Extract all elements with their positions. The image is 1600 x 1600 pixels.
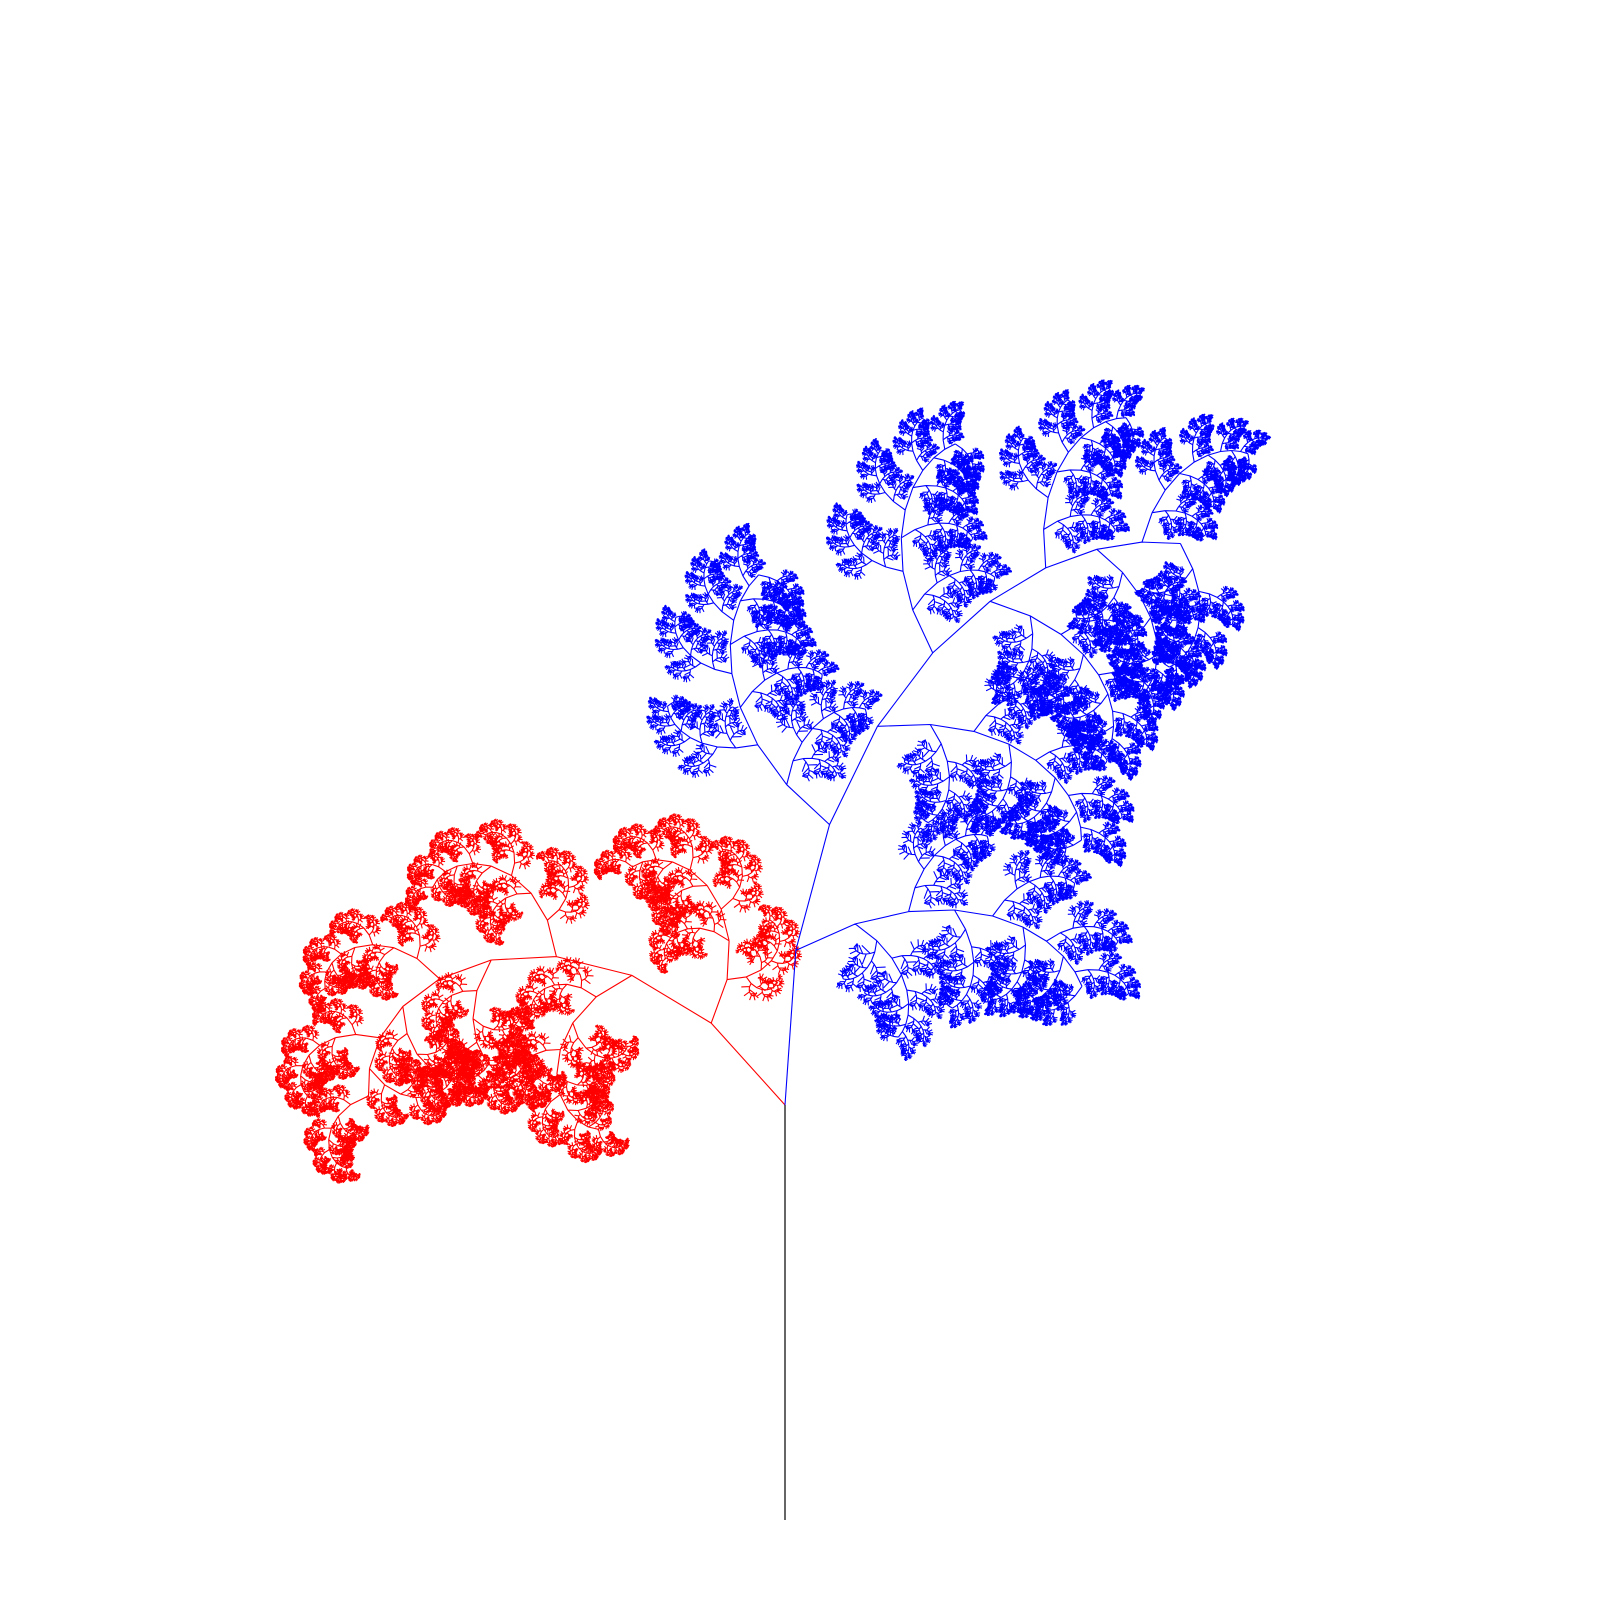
figure-background: [0, 0, 1600, 1600]
fractal-fern-figure: [0, 0, 1600, 1600]
